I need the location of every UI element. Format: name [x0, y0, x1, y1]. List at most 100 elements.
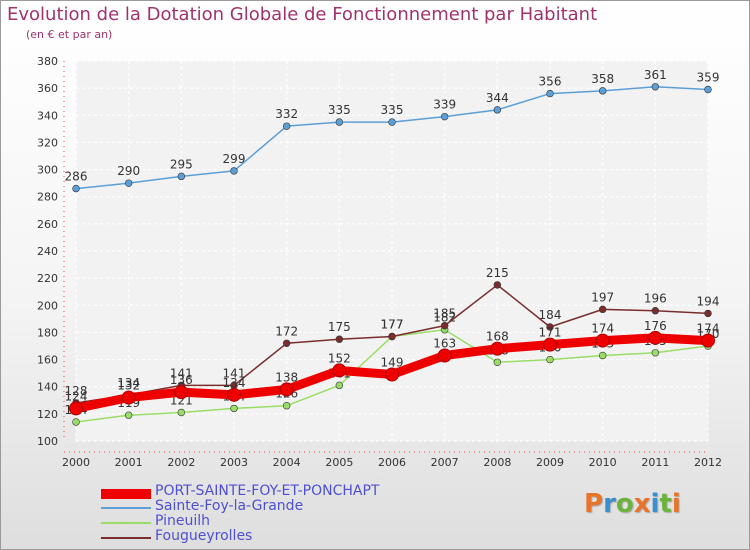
data-point — [335, 381, 344, 390]
legend-item-sainte-foy: Sainte-Foy-la-Grande — [101, 498, 461, 515]
logo-letter: i — [671, 489, 681, 519]
logo-letter: t — [659, 489, 672, 519]
x-tick-label: 2011 — [641, 456, 669, 469]
data-point — [598, 87, 607, 95]
chart-subtitle: (en € et par an) — [26, 28, 113, 41]
data-point — [124, 411, 133, 419]
data-label: 185 — [433, 307, 456, 321]
data-label: 172 — [275, 324, 298, 338]
y-tick-label: 320 — [37, 136, 58, 149]
logo-letter: i — [650, 489, 660, 519]
data-point — [174, 385, 189, 400]
y-tick-label: 380 — [37, 55, 58, 68]
data-label: 141 — [223, 366, 246, 380]
y-tick-label: 100 — [37, 435, 58, 448]
data-point — [282, 402, 291, 410]
data-label: 152 — [328, 351, 351, 365]
data-point — [282, 122, 291, 130]
data-label: 132 — [117, 379, 140, 393]
data-point — [493, 106, 502, 114]
logo-letter: P — [584, 489, 604, 519]
x-tick-label: 2003 — [220, 456, 248, 469]
data-point — [701, 333, 715, 348]
data-point — [598, 305, 607, 314]
data-label: 335 — [328, 103, 351, 117]
data-label: 134 — [117, 376, 140, 390]
logo-letter: x — [633, 489, 651, 519]
data-point — [279, 382, 294, 397]
legend-swatch-sainte-foy — [101, 507, 151, 509]
data-label: 295 — [170, 157, 193, 171]
legend-swatch-fougueyrolles — [101, 537, 151, 539]
data-point — [385, 367, 399, 382]
data-label: 128 — [65, 384, 88, 398]
data-point — [595, 333, 610, 348]
data-point — [177, 408, 186, 417]
data-point — [282, 339, 291, 347]
data-label: 174 — [697, 322, 720, 336]
data-label: 124 — [65, 389, 88, 403]
data-label: 149 — [381, 356, 404, 370]
x-tick-label: 2005 — [325, 456, 353, 469]
data-label: 134 — [223, 376, 246, 390]
data-label: 358 — [591, 72, 614, 86]
data-point — [332, 363, 347, 378]
data-label: 174 — [591, 322, 614, 336]
x-tick-label: 2009 — [536, 456, 564, 469]
x-tick-label: 2000 — [62, 456, 90, 469]
data-point — [230, 167, 238, 175]
x-tick-label: 2012 — [694, 456, 722, 469]
y-tick-label: 260 — [37, 218, 58, 231]
data-label: 356 — [539, 75, 562, 89]
data-point — [388, 118, 396, 126]
data-point — [493, 281, 502, 289]
data-point — [543, 337, 557, 352]
data-point — [72, 184, 80, 193]
chart-title: Evolution de la Dotation Globale de Fonc… — [7, 4, 598, 25]
data-point — [177, 172, 186, 181]
x-tick-label: 2007 — [431, 456, 459, 469]
y-tick-label: 240 — [37, 245, 58, 258]
legend-label-port: PORT-SAINTE-FOY-ET-PONCHAPT — [155, 483, 380, 499]
logo-letter: o — [615, 489, 634, 519]
data-point — [704, 85, 712, 94]
y-tick-label: 140 — [37, 381, 58, 394]
data-point — [493, 358, 502, 366]
legend-item-pineuilh: Pineuilh — [101, 514, 461, 530]
data-label: 184 — [539, 308, 562, 322]
y-tick-label: 200 — [37, 299, 58, 312]
data-point — [437, 348, 452, 363]
data-label: 141 — [170, 366, 193, 380]
y-tick-label: 340 — [37, 109, 58, 122]
data-label: 344 — [486, 91, 509, 105]
legend-item-fougueyrolles: Fougueyrolles — [101, 529, 461, 545]
x-tick-label: 2006 — [378, 456, 406, 469]
data-point — [72, 418, 80, 426]
data-label: 286 — [65, 170, 88, 184]
data-point — [546, 355, 554, 364]
data-point — [121, 390, 136, 405]
y-tick-label: 360 — [37, 82, 58, 95]
data-label: 290 — [117, 164, 140, 178]
x-tick-label: 2001 — [115, 456, 143, 469]
data-label: 215 — [486, 266, 509, 280]
data-point — [440, 321, 449, 330]
data-label: 197 — [591, 290, 614, 304]
legend-label-sainte-foy: Sainte-Foy-la-Grande — [155, 498, 304, 514]
data-point — [69, 401, 83, 416]
data-label: 359 — [697, 71, 720, 85]
data-point — [335, 118, 344, 126]
data-label: 339 — [433, 98, 456, 112]
data-point — [124, 179, 133, 187]
data-point — [546, 323, 554, 331]
y-tick-label: 300 — [37, 164, 58, 177]
data-point — [490, 341, 505, 356]
logo-letter: r — [603, 489, 616, 519]
x-tick-label: 2010 — [589, 456, 617, 469]
y-tick-label: 120 — [37, 408, 58, 421]
data-label: 177 — [381, 318, 404, 332]
data-label: 335 — [381, 103, 404, 117]
chart-legend: PORT-SAINTE-FOY-ET-PONCHAPT Sainte-Foy-l… — [101, 483, 461, 545]
legend-swatch-port — [101, 489, 151, 499]
